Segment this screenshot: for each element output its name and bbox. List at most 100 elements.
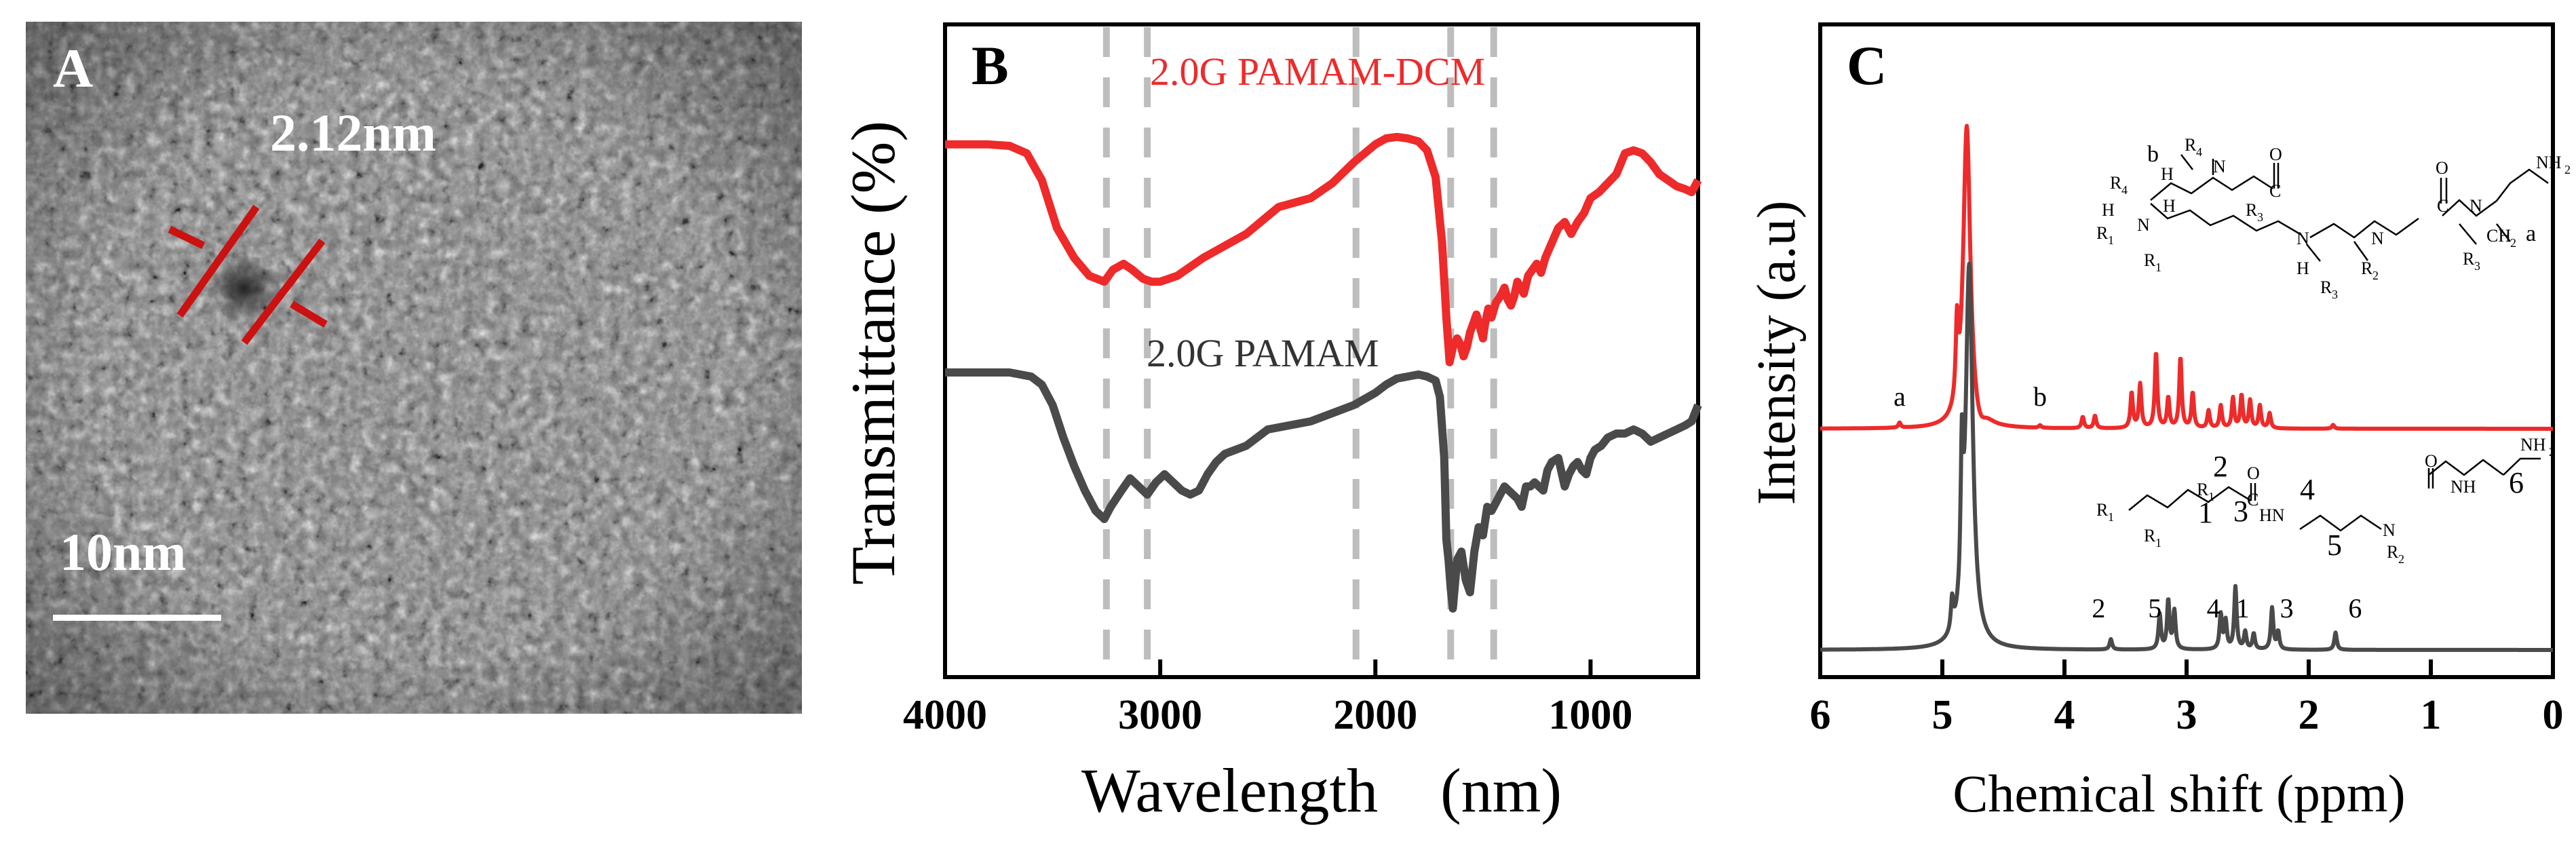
struct-r4b: R (2110, 173, 2122, 193)
struct-h-top: H (2163, 196, 2176, 216)
struct-bottom-r2: R (2387, 542, 2399, 562)
struct-bottom-o2: O (2425, 451, 2438, 471)
plot-frame-b (943, 22, 1700, 679)
struct-c1: C (2269, 181, 2281, 201)
peak-label-1-2: 4 (2207, 593, 2221, 624)
peak-labels-c: a b2 5 4 1 3 6 (1893, 381, 2362, 624)
x-axis-b: 4000 3000 2000 1000 (903, 659, 1632, 738)
structure-bonds-bottom (2128, 457, 2541, 532)
x-tick-label-c-3: 3 (2176, 692, 2197, 738)
nanoparticle (207, 254, 282, 322)
peak-label-1-3: 1 (2236, 593, 2250, 624)
x-tick-label-b-3: 1000 (1548, 692, 1632, 738)
struct-h2c2: H (2102, 200, 2115, 220)
struct-bottom-r1a: R (2096, 500, 2109, 520)
struct-r4b-sub: 4 (2121, 183, 2128, 197)
struct-o2: O (2436, 158, 2448, 178)
struct-n4: N (2371, 229, 2384, 248)
nmr-series-pamam (1818, 261, 2555, 652)
marker-arrow-2 (290, 301, 328, 328)
peak-label-0-0: a (1893, 381, 1906, 412)
struct-r3a-sub: 3 (2257, 210, 2263, 224)
panel-a: A 2.12nm 10nm (26, 22, 802, 714)
struct-bottom-n4: 4 (2300, 473, 2315, 506)
struct-nh2: NH (2536, 153, 2562, 172)
series-line-pamam-dcm (945, 132, 1702, 366)
struct-r2-sub: 2 (2372, 269, 2379, 282)
struct-bottom-r1c: R (2197, 480, 2209, 499)
struct-b-label: b (2147, 142, 2159, 167)
struct-h2c1: H (2161, 164, 2174, 184)
x-tick-label-c-5: 1 (2421, 692, 2442, 738)
struct-bottom-n2: 2 (2213, 450, 2228, 483)
struct-n5: N (2469, 196, 2482, 216)
peak-label-1-4: 3 (2280, 593, 2294, 624)
struct-r3c: R (2463, 249, 2475, 269)
peak-label-1-5: 6 (2348, 593, 2362, 624)
struct-r1b: R (2144, 250, 2156, 270)
struct-bottom-hn: HN (2259, 505, 2285, 525)
tem-image-vignette (26, 22, 802, 714)
nmr-series-pamam-dcm (1818, 123, 2555, 431)
struct-r3b-sub: 3 (2332, 288, 2338, 301)
struct-r3b: R (2320, 277, 2332, 297)
struct-bottom-n6: 6 (2509, 466, 2524, 499)
struct-bottom-r1b-sub: 1 (2155, 536, 2161, 550)
panel-label-b: B (972, 35, 1009, 96)
struct-bottom-r1a-sub: 1 (2108, 510, 2114, 524)
struct-h2c3: H (2296, 258, 2309, 278)
struct-bottom-n3: 3 (2233, 495, 2248, 528)
panel-label-c: C (1847, 35, 1887, 96)
legend-label-pamam: 2.0G PAMAM (1147, 331, 1379, 375)
structure-bonds-top (2150, 154, 2549, 262)
peak-label-1-0: 2 (2092, 593, 2105, 624)
x-tick-label-b-2: 2000 (1333, 692, 1417, 738)
struct-bottom-nh2: NH (2520, 435, 2546, 455)
particle-size-label: 2.12nm (270, 103, 436, 162)
y-axis-label-c: Intensity (a.u) (1747, 201, 1807, 505)
marker-line-1 (176, 204, 260, 318)
x-axis-label-c: Chemical shift (ppm) (1953, 764, 2405, 823)
x-tick-label-c-1: 5 (1932, 692, 1953, 738)
x-tick-label-c-6: 0 (2543, 692, 2564, 738)
marker-line-2 (241, 238, 326, 345)
struct-bottom-nh: NH (2450, 477, 2476, 497)
x-axis-c: 6 5 4 3 2 1 0 (1810, 659, 2564, 738)
marker-arrow-1 (168, 226, 206, 249)
scale-bar (53, 615, 221, 621)
x-tick-label-b-0: 4000 (903, 692, 987, 738)
x-tick-label-c-2: 4 (2054, 692, 2075, 738)
plot-frame-c (1818, 22, 2555, 679)
struct-r3a: R (2246, 200, 2258, 220)
structure-pamam-dcm: b a R 4 H N R 4 H R 1 N R 1 R 3 O C N H … (2096, 135, 2571, 301)
struct-o1: O (2269, 145, 2282, 164)
x-tick-label-c-0: 6 (1810, 692, 1831, 738)
x-axis-label-b: Wavelength (nm) (1081, 756, 1562, 825)
structure-pamam: R 1 1 2 3 4 5 6 R 1 R 1 HN O C N R 2 O N… (2096, 435, 2555, 566)
peak-label-0-1: b (2033, 381, 2047, 412)
struct-r3c-sub: 3 (2474, 259, 2480, 273)
panel-b: 4000 3000 2000 1000 B 2.0G PAMAM-DCM 2.0G P… (839, 22, 1702, 825)
legend-label-pamam-dcm: 2.0G PAMAM-DCM (1150, 50, 1485, 94)
struct-bottom-r2-sub: 2 (2398, 552, 2404, 566)
peak-label-1-1: 5 (2148, 593, 2161, 624)
struct-r1b-sub: 1 (2155, 261, 2161, 274)
struct-bottom-r1b: R (2144, 526, 2156, 545)
struct-r4a: R (2185, 135, 2197, 155)
particle-size-marker (168, 204, 328, 345)
struct-r4a-sub: 4 (2196, 145, 2202, 159)
struct-r2: R (2361, 258, 2373, 278)
struct-bottom-nh2-sub: 2 (2549, 445, 2555, 459)
struct-n1: N (2213, 157, 2226, 176)
x-tick-label-b-1: 3000 (1118, 692, 1202, 738)
struct-a-label: a (2526, 221, 2536, 246)
x-tick-label-c-4: 2 (2299, 692, 2320, 738)
struct-bottom-c: C (2247, 490, 2258, 510)
struct-bottom-n5: 5 (2327, 529, 2342, 562)
struct-r1a-sub: 1 (2108, 233, 2114, 247)
struct-c2: C (2437, 196, 2448, 216)
series-line-pamam (945, 368, 1702, 613)
y-axis-label-b: Transmittance (%) (839, 121, 908, 585)
